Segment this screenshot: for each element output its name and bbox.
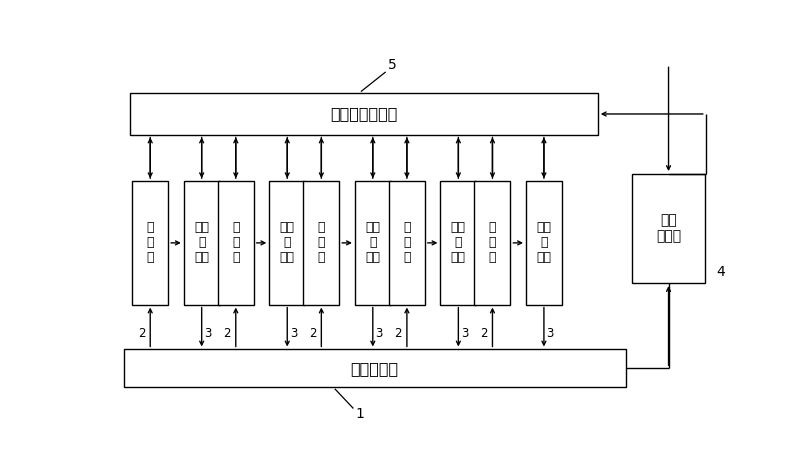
Text: 2: 2	[223, 327, 231, 340]
Text: 2: 2	[480, 327, 487, 340]
Text: 功率
调
节器: 功率 调 节器	[366, 221, 380, 265]
Bar	[526, 181, 562, 305]
Bar	[184, 181, 220, 305]
Text: 4: 4	[716, 265, 725, 279]
Bar	[440, 181, 476, 305]
Text: 2: 2	[309, 327, 316, 340]
Text: 3: 3	[461, 327, 468, 340]
Text: 2: 2	[394, 327, 402, 340]
Bar	[355, 181, 390, 305]
Text: 功率
调
节器: 功率 调 节器	[280, 221, 294, 265]
Text: 温度
巡棅仳: 温度 巡棅仳	[656, 213, 681, 244]
Text: 真空退火炉: 真空退火炉	[350, 361, 398, 376]
Text: 3: 3	[204, 327, 211, 340]
Text: 温
控
仳: 温 控 仳	[232, 221, 239, 265]
Text: 温
控
仳: 温 控 仳	[146, 221, 154, 265]
Bar	[303, 181, 339, 305]
Text: 功率
调
节器: 功率 调 节器	[194, 221, 209, 265]
Text: 温
控
仳: 温 控 仳	[318, 221, 325, 265]
Bar	[132, 181, 168, 305]
Bar	[632, 174, 705, 283]
Bar	[123, 349, 626, 387]
Text: 3: 3	[546, 327, 554, 340]
Text: 5: 5	[387, 59, 396, 73]
Text: 温
控
仳: 温 控 仳	[489, 221, 496, 265]
Bar	[474, 181, 510, 305]
Text: 3: 3	[375, 327, 382, 340]
Text: 2: 2	[138, 327, 146, 340]
Text: 1: 1	[355, 407, 364, 421]
Text: 功率
调
节器: 功率 调 节器	[537, 221, 551, 265]
Text: 3: 3	[290, 327, 297, 340]
Bar	[389, 181, 425, 305]
Text: 功率
调
节器: 功率 调 节器	[451, 221, 466, 265]
Bar	[218, 181, 254, 305]
Text: 上位机监控系统: 上位机监控系统	[330, 106, 398, 121]
Bar	[270, 181, 306, 305]
Bar	[130, 93, 598, 134]
Text: 温
控
仳: 温 控 仳	[403, 221, 410, 265]
